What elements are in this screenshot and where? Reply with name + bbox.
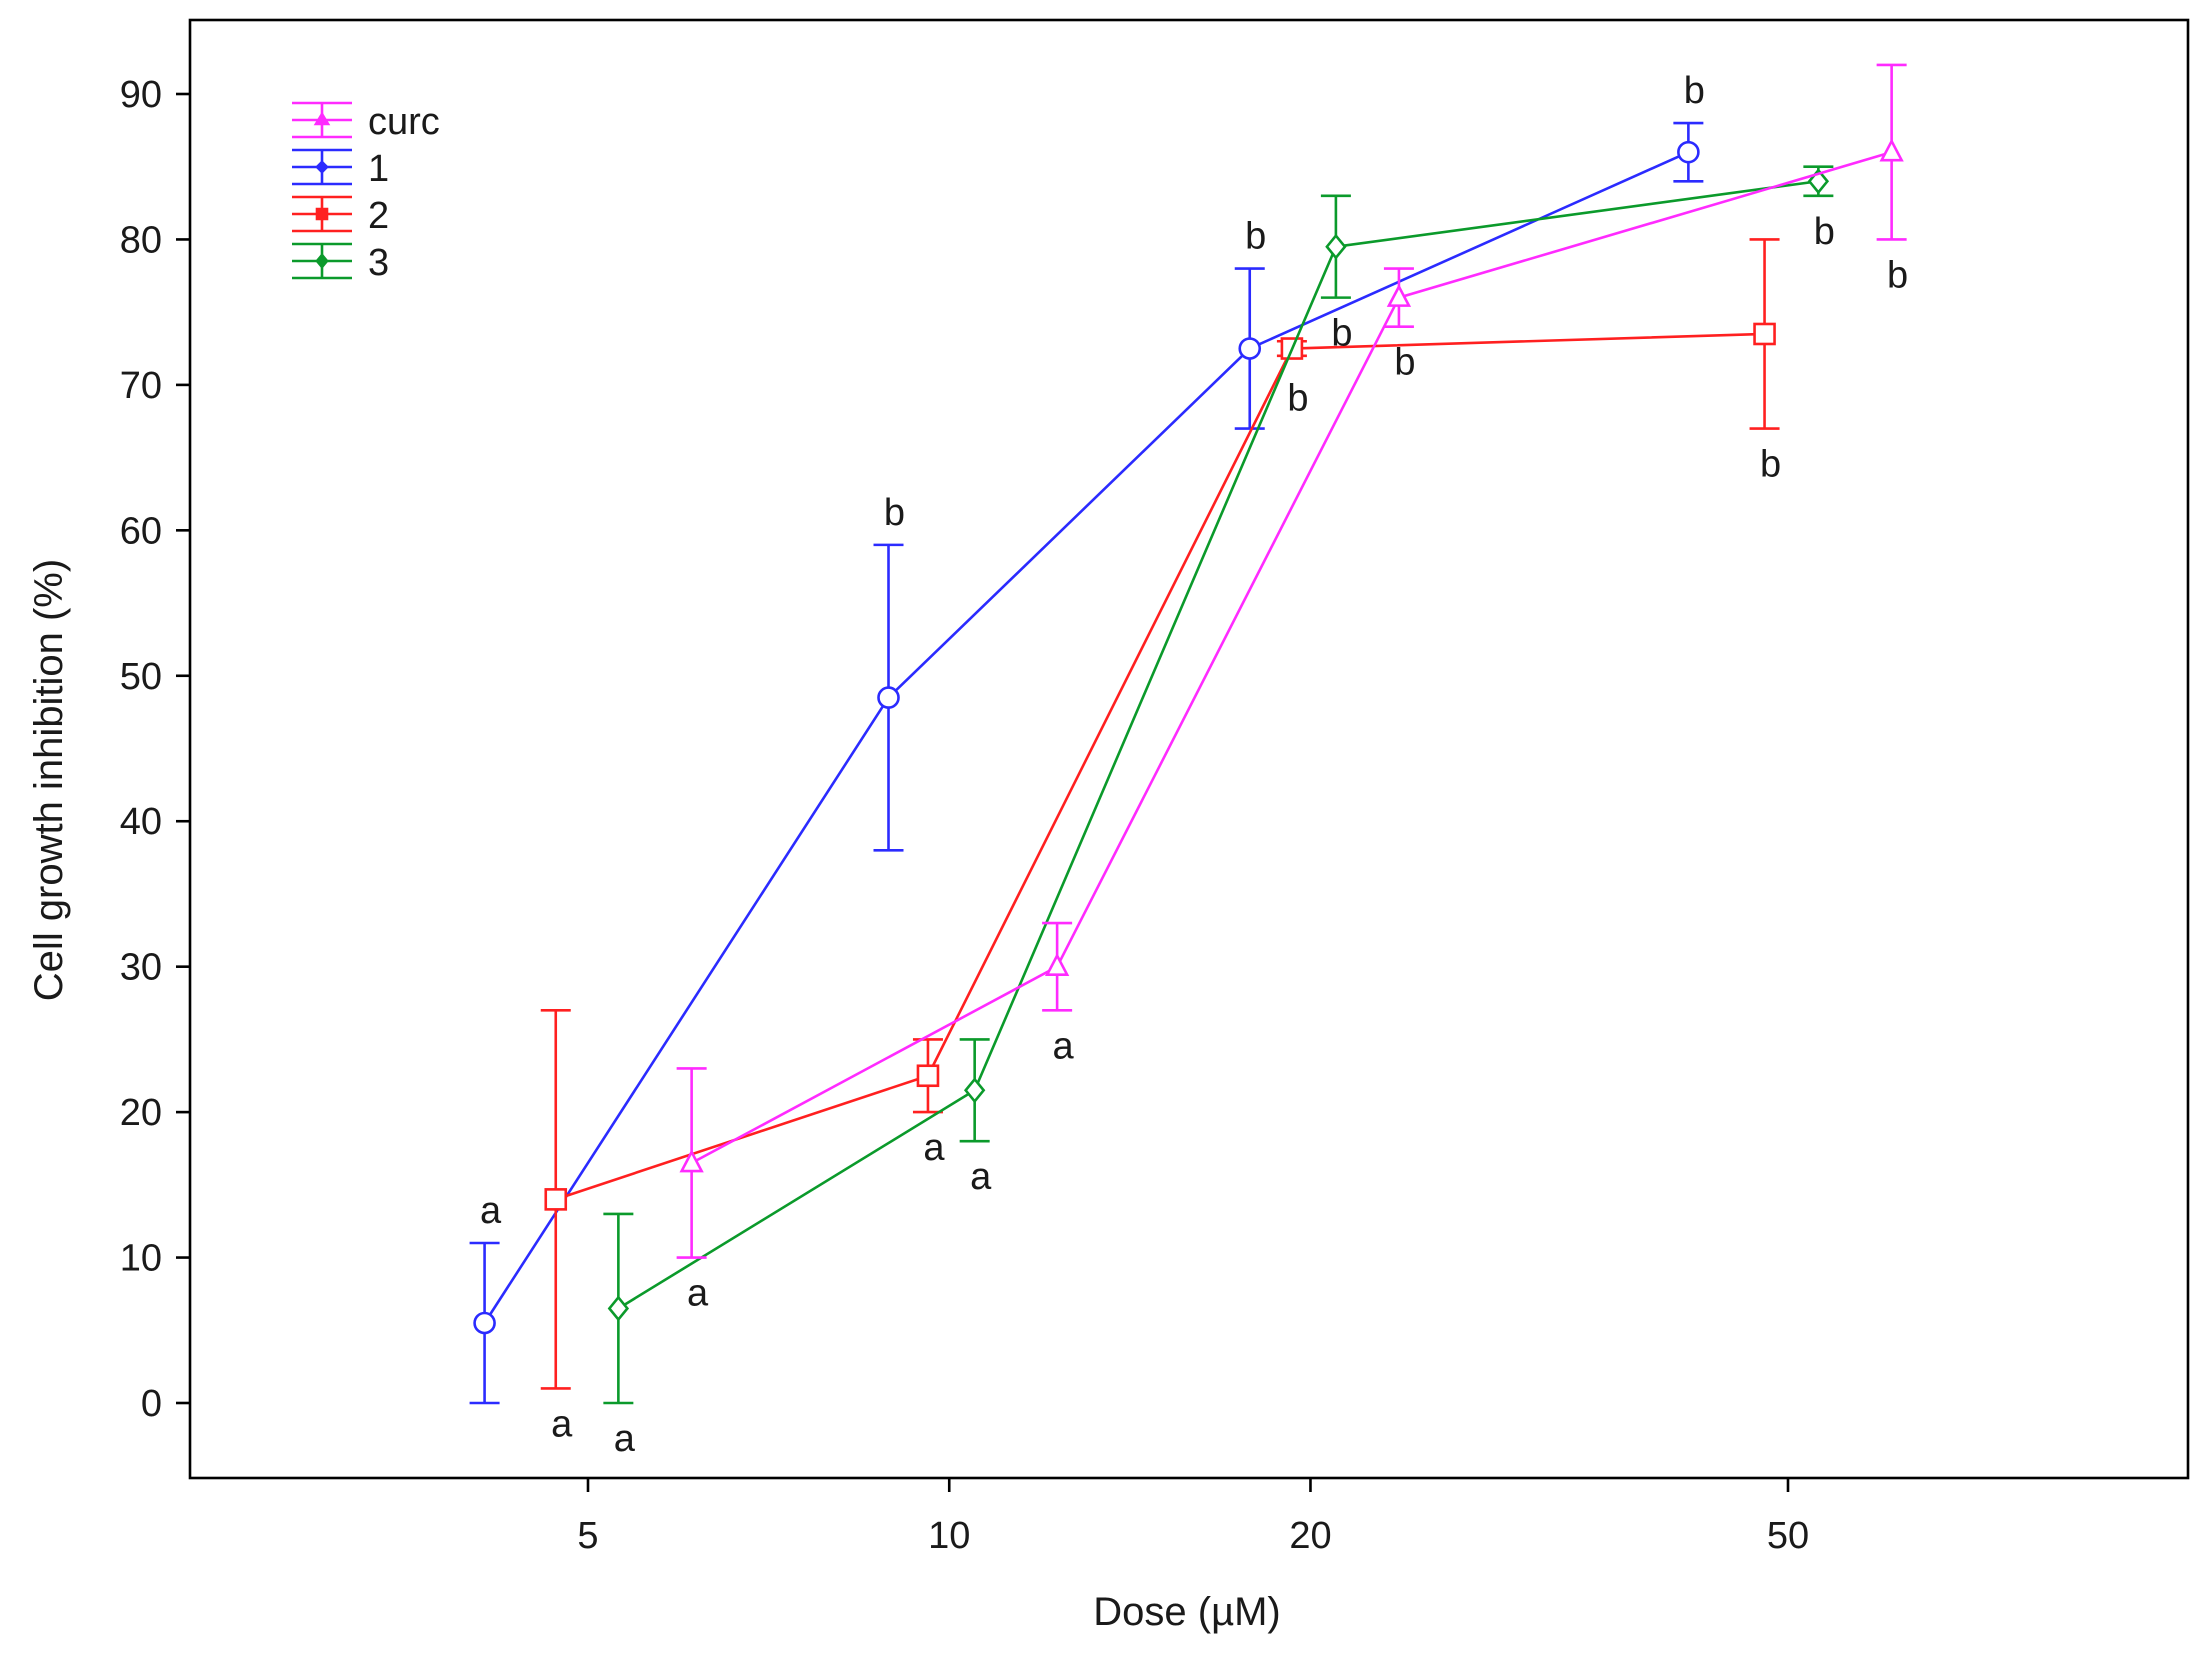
x-tick-label: 20 (1289, 1515, 1331, 1557)
data-point (1386, 283, 1412, 307)
legend-label: 2 (368, 195, 389, 237)
significance-label: b (1887, 254, 1908, 296)
data-point (679, 1149, 704, 1173)
legend-item-2: 2 (292, 195, 389, 237)
y-axis-title: Cell growth inhibition (%) (27, 559, 71, 1001)
plot-frame (188, 18, 2190, 1480)
legend-label: curc (368, 101, 440, 143)
significance-label: b (884, 492, 905, 534)
x-tick-label: 5 (577, 1515, 598, 1557)
legend-marker (315, 252, 329, 270)
x-axis-title: Dose (µM) (1093, 1590, 1281, 1634)
significance-label: b (1287, 378, 1308, 420)
legend-item-3: 3 (292, 242, 389, 284)
legend-label: 3 (368, 242, 389, 284)
significance-label: a (551, 1403, 573, 1445)
y-tick-label: 70 (120, 365, 162, 407)
data-point (916, 1064, 940, 1088)
y-tick-label: 40 (120, 801, 162, 843)
data-point (544, 1188, 568, 1211)
data-point (1879, 138, 1904, 162)
legend-item-curc: curc (292, 101, 440, 143)
legend-marker (315, 160, 329, 174)
significance-label: b (1331, 313, 1352, 355)
significance-label: b (1814, 211, 1835, 253)
data-point (1238, 337, 1262, 360)
data-point (1753, 322, 1776, 346)
data-point (963, 1077, 986, 1104)
significance-label: a (480, 1190, 502, 1232)
series-line (555, 332, 1765, 1201)
series-line (691, 150, 1892, 1165)
legend-marker (315, 207, 329, 221)
data-point (607, 1295, 630, 1322)
data-point (473, 1311, 496, 1335)
y-tick-label: 60 (120, 510, 162, 552)
x-tick-label: 50 (1767, 1515, 1809, 1557)
legend-label: 1 (368, 148, 389, 190)
x-tick-label: 10 (928, 1515, 970, 1557)
legend-marker (313, 111, 331, 126)
significance-label: a (1053, 1025, 1075, 1067)
y-tick-label: 0 (141, 1383, 162, 1425)
data-point (877, 686, 900, 709)
significance-label: a (923, 1127, 945, 1169)
y-tick-label: 80 (120, 219, 162, 261)
significance-label: b (1245, 216, 1266, 258)
significance-label: a (687, 1273, 709, 1315)
legend-item-1: 1 (292, 148, 389, 190)
series-line (617, 179, 1819, 1310)
data-point (1677, 140, 1700, 164)
y-tick-label: 30 (120, 947, 162, 989)
data-point (1325, 233, 1347, 260)
y-tick-label: 10 (120, 1238, 162, 1280)
significance-label: b (1760, 444, 1781, 486)
series-line (483, 150, 1689, 1324)
data-point (1044, 952, 1070, 976)
y-tick-label: 20 (120, 1092, 162, 1134)
significance-label: b (1394, 342, 1415, 384)
significance-label: a (614, 1418, 636, 1460)
x-axis: 5 10 20 50 (577, 1478, 1809, 1557)
y-tick-label: 90 (120, 74, 162, 116)
significance-label: a (970, 1156, 992, 1198)
legend: curc 1 2 3 (292, 101, 440, 284)
significance-label: b (1684, 70, 1705, 112)
y-axis: 0 10 20 30 40 50 60 70 80 90 (120, 74, 190, 1425)
y-tick-label: 50 (120, 656, 162, 698)
plot-border (188, 18, 2190, 1480)
